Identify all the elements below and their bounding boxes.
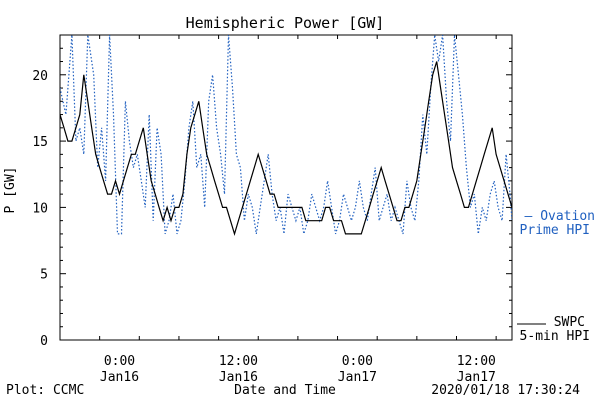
y-tick-label: 5 bbox=[40, 268, 48, 283]
x-tick-time-label: 12:00 bbox=[219, 354, 258, 369]
plot-frame bbox=[59, 34, 513, 341]
x-tick-time-label: 0:00 bbox=[104, 354, 135, 369]
y-tick-label: 15 bbox=[32, 135, 48, 150]
legend-swpc-line1: SWPC bbox=[554, 315, 585, 330]
legend-swpc-line2: 5-min HPI bbox=[520, 329, 590, 344]
y-axis: 0 5 10 15 20 bbox=[32, 34, 512, 349]
series-group bbox=[60, 35, 512, 236]
y-tick-label: 10 bbox=[32, 201, 48, 216]
y-axis-label: P [GW] bbox=[3, 167, 18, 214]
ovation-prime-series-line bbox=[60, 35, 512, 235]
plot-credit: Plot: CCMC bbox=[6, 383, 84, 398]
plot-area bbox=[59, 34, 513, 341]
swpc-series-line bbox=[60, 61, 512, 236]
x-tick-date-label: Jan17 bbox=[457, 370, 496, 385]
timestamp: 2020/01/18 17:30:24 bbox=[431, 383, 580, 398]
y-tick-label: 20 bbox=[32, 69, 48, 84]
x-tick-time-label: 12:00 bbox=[457, 354, 496, 369]
legend-ovation-line1: — Ovation bbox=[525, 209, 595, 224]
x-axis-label: Date and Time bbox=[234, 383, 336, 398]
x-tick-date-label: Jan16 bbox=[219, 370, 258, 385]
legend-ovation-line2: Prime HPI bbox=[520, 223, 590, 238]
chart-title: Hemispheric Power [GW] bbox=[186, 14, 385, 32]
x-tick-time-label: 0:00 bbox=[342, 354, 373, 369]
x-tick-date-label: Jan16 bbox=[100, 370, 139, 385]
x-tick-date-label: Jan17 bbox=[338, 370, 377, 385]
y-tick-label: 0 bbox=[40, 334, 48, 349]
